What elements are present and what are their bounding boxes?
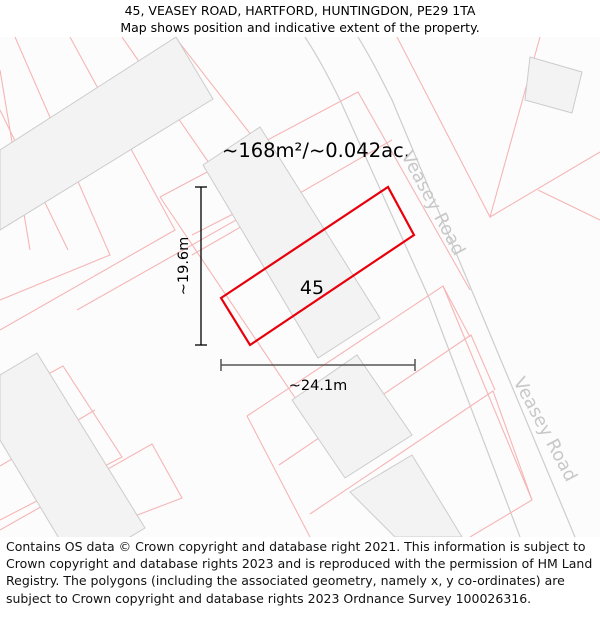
property-address: 45, VEASEY ROAD, HARTFORD, HUNTINGDON, P… [124, 3, 476, 18]
map-header: 45, VEASEY ROAD, HARTFORD, HUNTINGDON, P… [0, 0, 600, 37]
subject-property-outline [219, 185, 416, 347]
road-veasey [304, 37, 576, 537]
height-label: ~19.6m [176, 237, 192, 296]
property-map[interactable]: ~168m²/~0.042ac. ~19.6m ~24.1m 45 Veasey… [0, 37, 600, 537]
road-label-veasey: Veasey Road [397, 148, 470, 259]
road-label-veasey: Veasey Road [509, 374, 582, 485]
buildings [0, 37, 583, 537]
dimension-height [195, 186, 207, 346]
map-canvas: ~168m²/~0.042ac. ~19.6m ~24.1m 45 Veasey… [0, 37, 600, 537]
map-subtitle: Map shows position and indicative extent… [120, 20, 480, 35]
width-label: ~24.1m [289, 378, 348, 394]
area-label: ~168m²/~0.042ac. [222, 139, 410, 162]
dimension-width [220, 359, 416, 371]
house-number: 45 [300, 277, 324, 299]
attribution-text: Contains OS data © Crown copyright and d… [6, 539, 593, 606]
